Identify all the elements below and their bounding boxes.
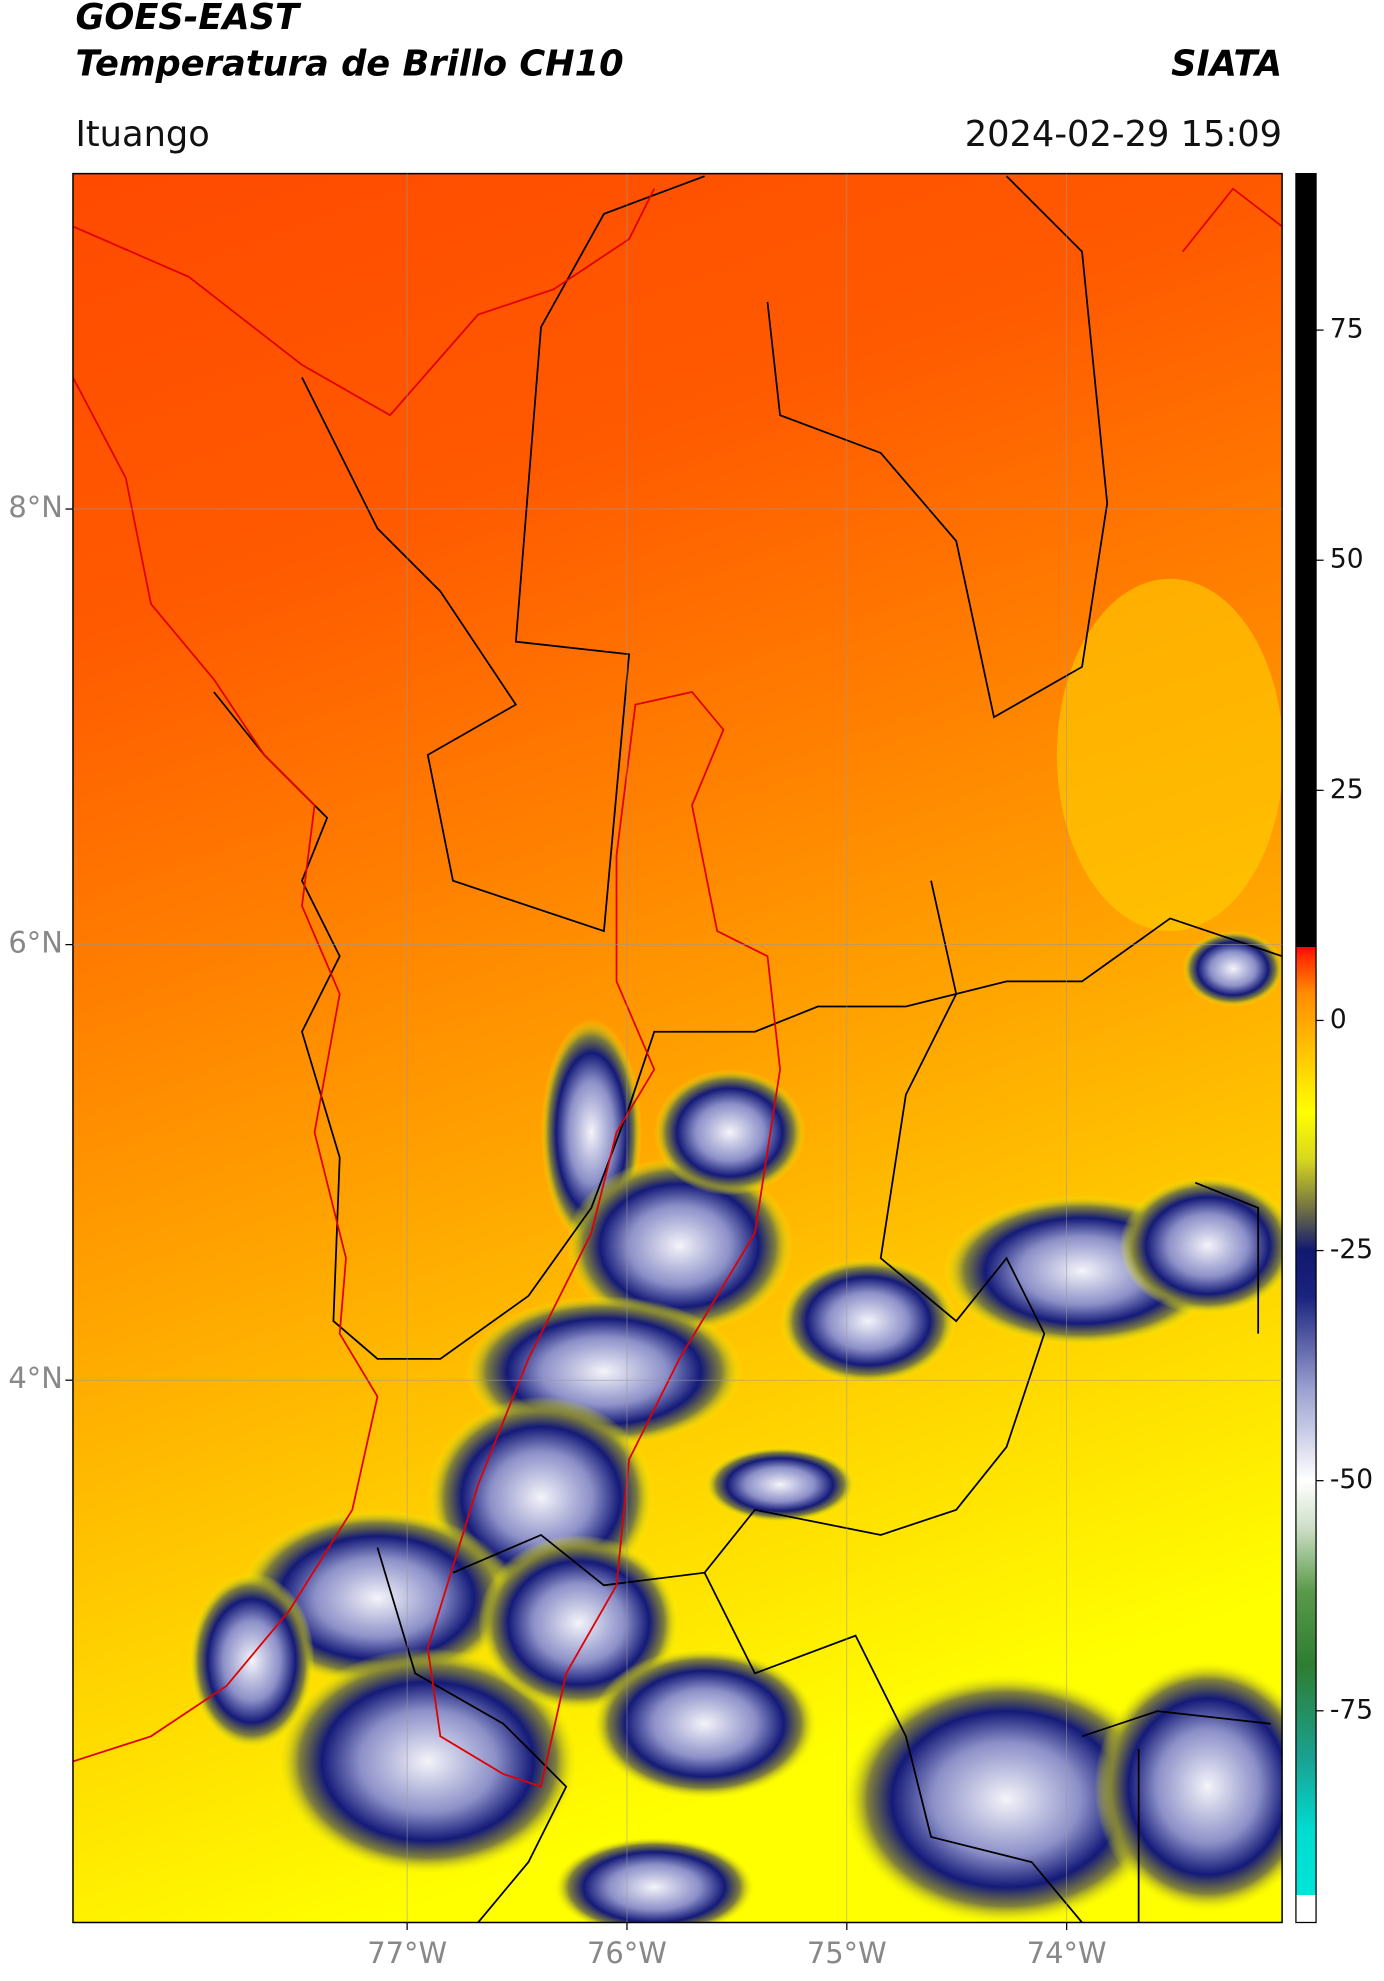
y-tick-label: 4°N — [8, 1361, 63, 1395]
location: Ituango — [75, 114, 209, 155]
colorbar — [1295, 172, 1317, 1924]
map-image — [72, 173, 1283, 1923]
x-tick-label: 76°W — [587, 1936, 667, 1970]
colorbar-label: 50 — [1330, 544, 1364, 575]
x-tick-label: 74°W — [1027, 1936, 1107, 1970]
colorbar-label: -25 — [1330, 1234, 1373, 1265]
title: GOES-EAST — [75, 0, 302, 38]
colorbar-label: 75 — [1330, 314, 1364, 345]
colorbar-label: 0 — [1330, 1004, 1347, 1035]
map-frame — [72, 172, 1283, 1924]
colorbar-label: 25 — [1330, 774, 1364, 805]
brand: SIATA — [1171, 43, 1282, 84]
colorbar-label: -50 — [1330, 1464, 1373, 1495]
y-tick-label: 6°N — [8, 926, 63, 960]
y-tick-label: 8°N — [8, 490, 63, 524]
datetime: 2024-02-29 15:09 — [965, 114, 1282, 155]
subtitle: Temperatura de Brillo CH10 — [75, 43, 623, 84]
x-tick-label: 75°W — [807, 1936, 887, 1970]
x-tick-label: 77°W — [367, 1936, 447, 1970]
colorbar-label: -75 — [1330, 1694, 1373, 1725]
